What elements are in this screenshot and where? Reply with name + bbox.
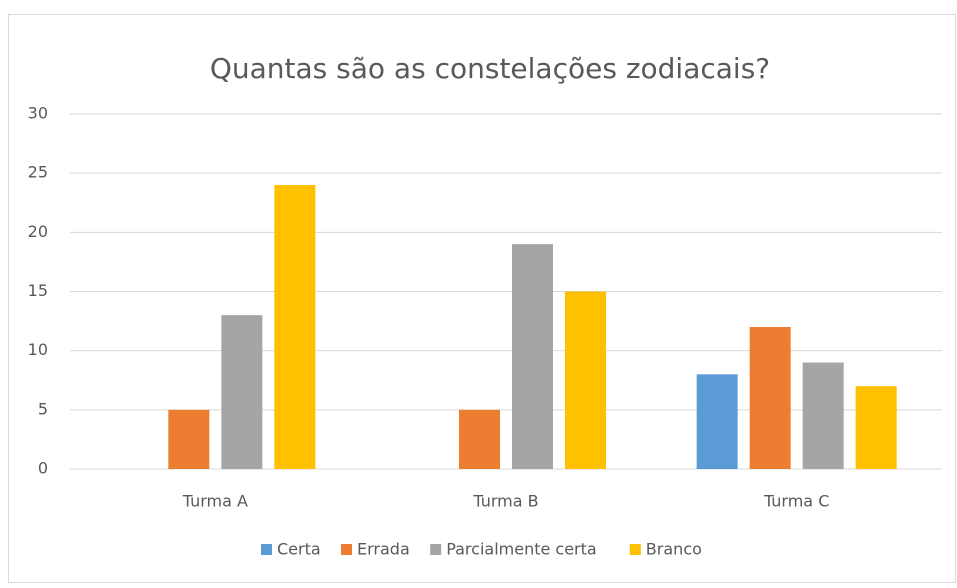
bar	[459, 409, 500, 469]
bar	[696, 374, 738, 469]
bar	[168, 409, 210, 469]
legend-swatch	[430, 544, 442, 555]
y-tick-label: 20	[28, 222, 48, 241]
y-tick-label: 5	[38, 399, 48, 418]
bar	[274, 185, 316, 469]
bar	[512, 244, 553, 469]
chart-title: Quantas são as constelações zodiacais?	[210, 52, 770, 85]
y-tick-label: 0	[38, 459, 48, 478]
y-tick-label: 25	[28, 163, 48, 182]
bar	[565, 291, 606, 469]
chart-frame	[8, 14, 956, 583]
legend-swatch	[341, 544, 352, 555]
legend-swatch	[261, 544, 272, 555]
bar	[221, 315, 263, 469]
bar	[749, 327, 791, 469]
x-tick-label: Turma B	[472, 492, 538, 511]
y-tick-label: 10	[28, 340, 48, 359]
y-tick-label: 30	[28, 104, 48, 123]
legend-label: Branco	[646, 540, 702, 559]
legend-label: Certa	[277, 540, 321, 559]
bar	[802, 362, 844, 469]
x-tick-label: Turma C	[763, 492, 829, 511]
legend-label: Errada	[357, 540, 410, 559]
bar	[855, 386, 897, 469]
legend-swatch	[629, 544, 641, 555]
x-tick-label: Turma A	[182, 492, 248, 511]
y-tick-label: 15	[28, 281, 48, 300]
legend-label: Parcialmente certa	[446, 540, 597, 559]
